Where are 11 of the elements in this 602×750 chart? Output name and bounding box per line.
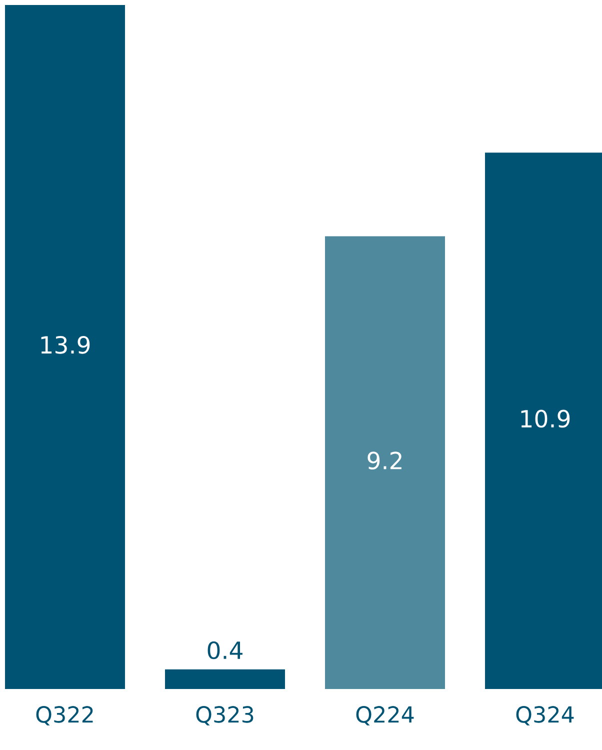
data-label: 13.9 <box>41 336 90 354</box>
x-tick-label: Q224 <box>356 706 414 726</box>
data-label: 10.9 <box>521 410 570 428</box>
x-tick-label: Q322 <box>36 706 93 726</box>
bar <box>5 5 125 689</box>
data-label: 0.4 <box>208 641 242 660</box>
bar <box>325 236 445 689</box>
x-tick-label: Q323 <box>196 706 254 726</box>
bar <box>165 669 285 689</box>
data-label: 9.2 <box>368 452 402 470</box>
x-tick-label: Q324 <box>516 706 574 726</box>
